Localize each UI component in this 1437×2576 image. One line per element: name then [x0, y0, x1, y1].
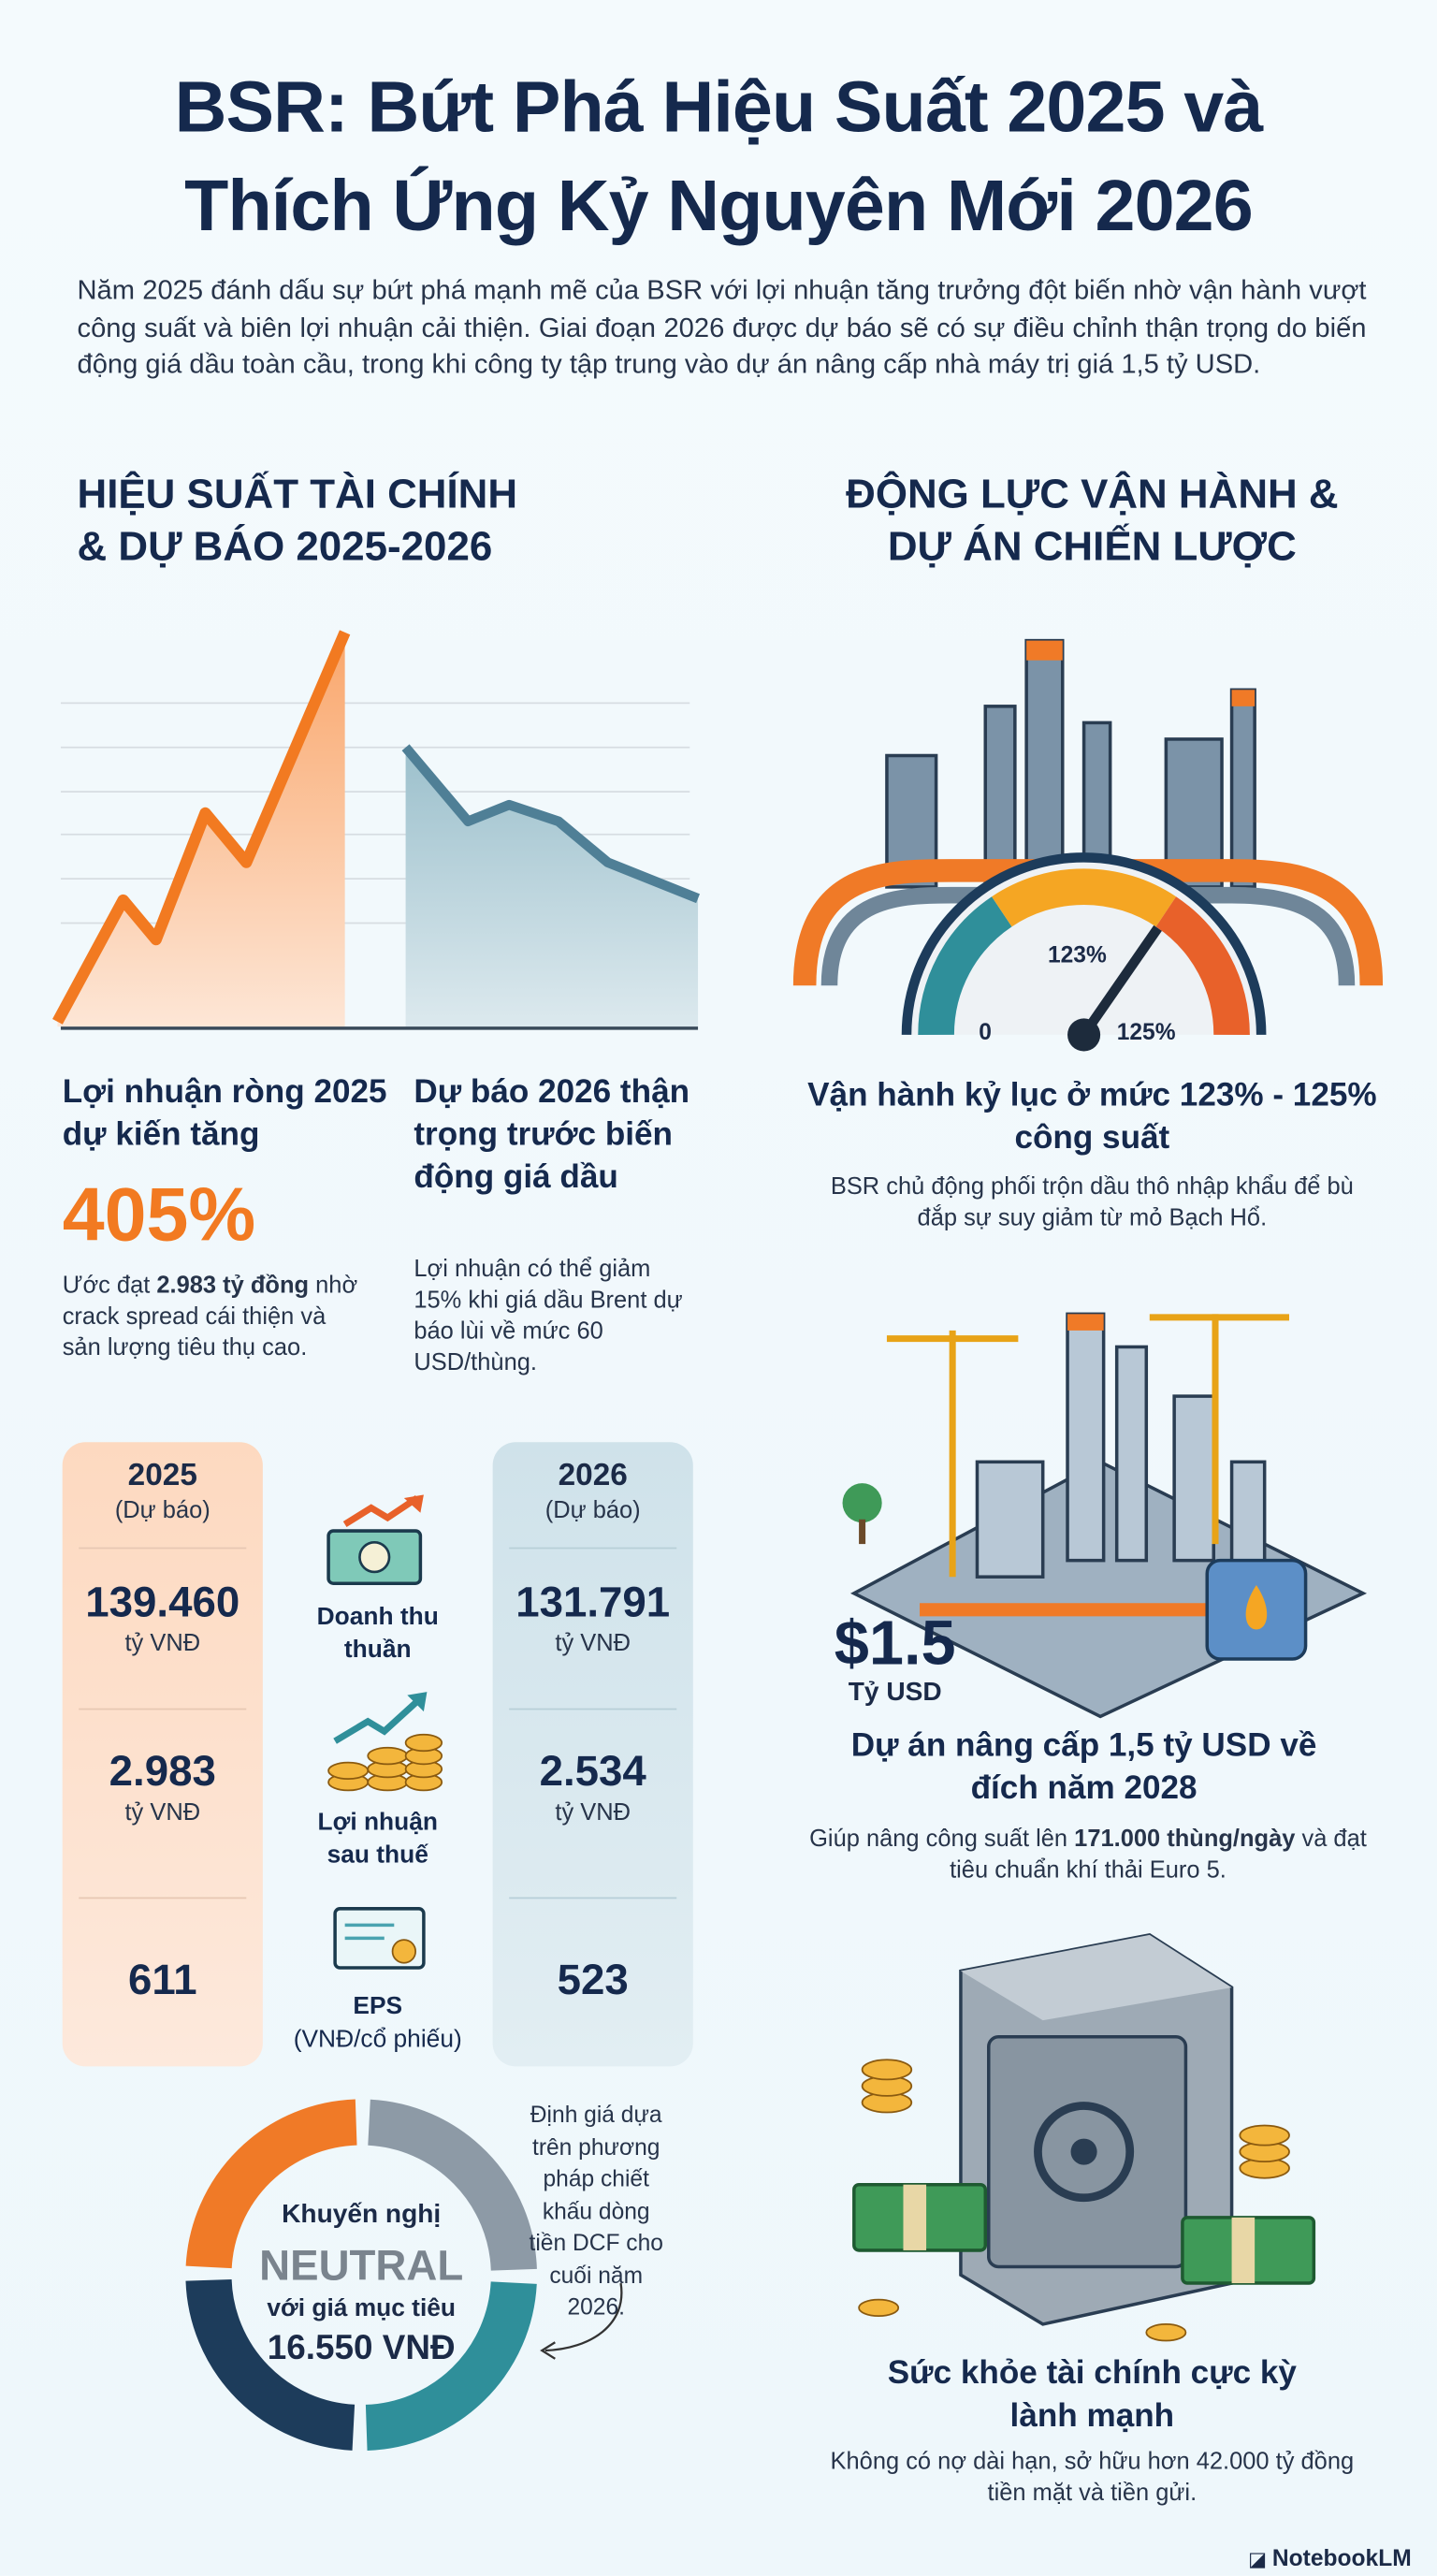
year-tag: (Dự báo)	[114, 1497, 210, 1525]
finance-illustration	[852, 1933, 1316, 2342]
divider	[79, 1547, 247, 1550]
project-illustration	[842, 1312, 1368, 1719]
metric-label: EPS	[353, 1992, 403, 2021]
divider	[509, 1547, 677, 1550]
target-label: với giá mục tiêu	[267, 2294, 456, 2323]
divider	[509, 1897, 677, 1899]
desc-text: Giúp nâng công suất lên	[809, 1826, 1075, 1854]
gauge-label: 123%	[1047, 940, 1107, 968]
column-2025	[62, 1442, 263, 2067]
metric-unit: (VNĐ/cổ phiếu)	[293, 2025, 462, 2054]
value-2025: 139.460	[85, 1577, 240, 1626]
growth-note: Ước đạt 2.983 tỷ đồng nhờ crack spread c…	[63, 1272, 358, 1365]
heading-line: DỰ ÁN CHIẾN LƯỢC	[887, 523, 1297, 571]
divider	[509, 1708, 677, 1710]
gauge-label: 0	[979, 1018, 992, 1045]
year: 2026	[558, 1458, 628, 1493]
metric-label: Doanh thu thuần	[316, 1603, 439, 1665]
intro: Năm 2025 đánh dấu sự bứt phá mạnh mẽ của…	[77, 274, 1367, 380]
unit-2026: tỷ VNĐ	[555, 1631, 631, 1658]
project-amount-unit: Tỷ USD	[848, 1679, 942, 1707]
project-desc: Giúp nâng công suất lên 171.000 thùng/ng…	[805, 1825, 1372, 1887]
value-2025: 2.983	[109, 1746, 216, 1796]
value-2026: 523	[557, 1954, 629, 2004]
divider	[79, 1708, 247, 1710]
brand-text: NotebookLM	[1271, 2544, 1412, 2571]
target-price: 16.550 VNĐ	[267, 2329, 456, 2367]
title: Thích Ứng Kỷ Nguyên Mới 2026	[184, 166, 1254, 247]
growth-title: Lợi nhuận ròng 2025 dự kiến tăng	[62, 1074, 387, 1154]
metric-label: Lợi nhuận sau thuế	[317, 1808, 438, 1870]
recommendation-ring	[185, 2099, 538, 2452]
footer-brand: ◪ NotebookLM	[1248, 2544, 1412, 2570]
operations-title: Vận hành kỷ lục ở mức 123% - 125% công s…	[807, 1077, 1377, 1157]
forecast-title: Dự báo 2026 thận trọng trước biến động g…	[414, 1074, 690, 1196]
finance-desc: Không có nợ dài hạn, sở hữu hơn 42.000 t…	[830, 2449, 1355, 2507]
forecast-note: Lợi nhuận có thể giảm 15% khi giá dầu Br…	[414, 1256, 683, 1377]
trend-illustration	[52, 630, 701, 1030]
recommendation-rating: NEUTRAL	[259, 2240, 464, 2291]
divider	[79, 1897, 247, 1899]
note-bold: 2.983 tỷ đồng	[156, 1273, 310, 1300]
value-2026: 2.534	[539, 1746, 646, 1796]
column-2026	[492, 1442, 693, 2067]
unit-2026: tỷ VNĐ	[555, 1799, 631, 1827]
note-text: nhờ crack spread cái thiện và sản lượng …	[62, 1273, 358, 1362]
year: 2025	[127, 1458, 197, 1493]
desc-text: và đạt tiêu chuẩn khí thải Euro 5.	[950, 1826, 1367, 1885]
heading-line: ĐỘNG LỰC VẬN HÀNH &	[846, 471, 1339, 517]
growth-figure: 405%	[62, 1171, 256, 1257]
operations-desc: BSR chủ động phối trộn dầu thô nhập khẩu…	[830, 1174, 1354, 1232]
note-arrow	[540, 2282, 623, 2360]
finance-title: Sức khỏe tài chính cực kỳ lành mạnh	[887, 2355, 1297, 2435]
desc-bold: 171.000 thùng/ngày	[1074, 1826, 1296, 1854]
recommendation-label: Khuyến nghị	[282, 2201, 442, 2230]
title: BSR: Bứt Phá Hiệu Suất 2025 và	[174, 66, 1264, 148]
project-title: Dự án nâng cấp 1,5 tỷ USD về đích năm 20…	[850, 1727, 1317, 1807]
section-heading: HIỆU SUẤT TÀI CHÍNH & DỰ BÁO 2025-2026	[78, 468, 518, 573]
heading-line: & DỰ BÁO 2025-2026	[77, 523, 493, 571]
note-text: Ước đạt	[62, 1273, 157, 1300]
project-amount: $1.5	[834, 1609, 956, 1680]
metric-icons	[327, 1494, 443, 1970]
unit-2025: tỷ VNĐ	[124, 1799, 201, 1827]
refinery-gauge-illustration	[792, 638, 1384, 1052]
unit-2025: tỷ VNĐ	[124, 1631, 201, 1658]
year-tag: (Dự báo)	[544, 1497, 641, 1525]
brand-icon: ◪	[1248, 2547, 1272, 2571]
value-2026: 131.791	[515, 1577, 671, 1626]
value-2025: 611	[127, 1954, 197, 2004]
gauge-label: 125%	[1116, 1018, 1176, 1045]
section-heading: ĐỘNG LỰC VẬN HÀNH & DỰ ÁN CHIẾN LƯỢC	[772, 468, 1413, 573]
heading-line: HIỆU SUẤT TÀI CHÍNH	[77, 471, 518, 517]
